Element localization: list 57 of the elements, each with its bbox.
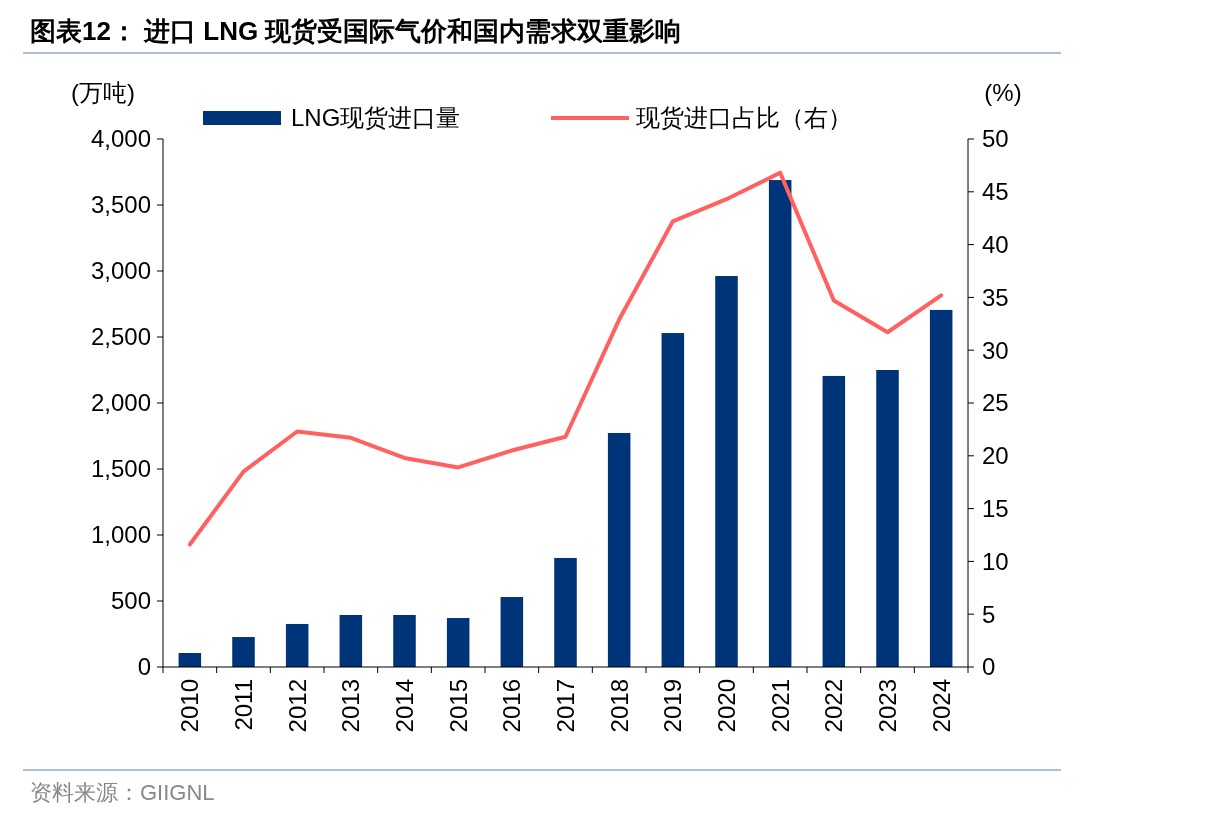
y2-tick-label: 35: [982, 283, 1009, 311]
bar: [929, 309, 953, 667]
y-axis-title: (万吨): [71, 79, 135, 106]
y2-tick-label: 15: [982, 495, 1009, 522]
y2-tick-label: 30: [982, 336, 1009, 364]
bar: [178, 653, 202, 667]
y-tick-label: 2,000: [90, 389, 151, 417]
x-tick-label: 2022: [820, 679, 848, 733]
bar: [822, 375, 846, 667]
x-tick-label: 2017: [551, 679, 579, 733]
x-tick-label: 2020: [712, 679, 740, 733]
y-tick-label: 500: [110, 587, 151, 615]
x-tick-label: 2011: [229, 679, 257, 731]
y2-tick-label: 40: [982, 231, 1009, 258]
chart-title: 图表12： 进口 LNG 现货受国际气价和国内需求双重影响: [30, 16, 682, 46]
y2-tick-label: 45: [982, 178, 1009, 206]
x-tick-label: 2012: [283, 679, 311, 733]
y-tick-label: 3,500: [90, 191, 151, 219]
x-tick-label: 2014: [390, 679, 418, 733]
bar: [554, 557, 577, 667]
text: 资料来源：GIIGNL: [30, 780, 215, 805]
bar: [393, 614, 416, 667]
bar: [715, 276, 738, 667]
bar: [768, 180, 792, 667]
legend-label: 现货进口占比（右）: [636, 104, 852, 132]
x-tick-label: 2010: [176, 679, 204, 733]
y2-tick-label: 50: [982, 125, 1009, 153]
bar: [661, 333, 685, 667]
x-tick-label: 2013: [337, 679, 365, 733]
y-tick-label: 2,500: [90, 323, 151, 351]
y-tick-label: 1,500: [90, 455, 151, 483]
bar: [446, 618, 470, 667]
x-tick-label: 2018: [605, 679, 633, 733]
y2-axis-title: (%): [984, 79, 1022, 106]
x-tick-label: 2015: [444, 679, 472, 733]
y-tick-label: 4,000: [90, 125, 151, 153]
bar: [876, 370, 899, 667]
y2-tick-label: 0: [982, 653, 996, 681]
y2-tick-label: 20: [982, 442, 1009, 470]
y2-tick-label: 10: [982, 547, 1009, 575]
line-series: [187, 170, 944, 547]
bar: [500, 597, 524, 667]
x-tick-label: 2024: [927, 679, 955, 733]
x-tick-label: 2023: [873, 679, 901, 733]
x-tick-label: 2016: [498, 679, 526, 733]
x-tick-label: 2021: [766, 679, 794, 733]
bar: [285, 623, 309, 667]
x-tick-label: 2019: [659, 679, 687, 733]
bar: [232, 637, 255, 667]
y-tick-label: 0: [137, 653, 151, 681]
y2-tick-label: 25: [982, 389, 1009, 417]
bar: [607, 432, 631, 667]
y-tick-label: 3,000: [90, 257, 151, 285]
legend-label: LNG现货进口量: [291, 104, 461, 132]
y2-tick-label: 5: [982, 600, 996, 628]
y-tick-label: 1,000: [90, 521, 151, 549]
bar: [339, 614, 363, 667]
